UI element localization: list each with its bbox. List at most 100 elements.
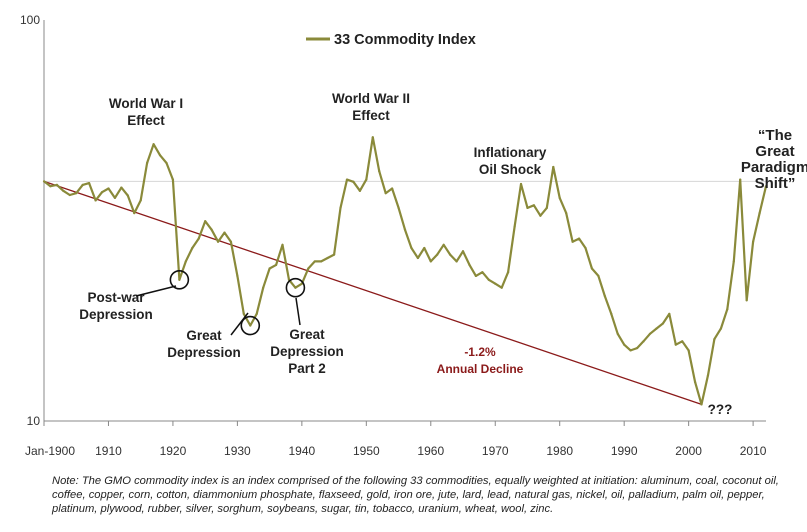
data-point: [468, 263, 471, 267]
data-point: [429, 260, 432, 263]
data-point: [365, 178, 368, 181]
annotation-great-depression: Great: [186, 328, 222, 343]
trend-line: [43, 180, 702, 406]
data-point: [204, 220, 207, 223]
annotation-oil-shock: Oil Shock: [479, 162, 542, 177]
data-point: [494, 282, 497, 285]
data-point: [262, 286, 265, 289]
data-point: [629, 349, 632, 352]
data-point: [610, 312, 613, 315]
x-tick-label: 1980: [546, 444, 573, 458]
annotation-oil-shock: Inflationary: [474, 145, 547, 160]
data-point: [552, 165, 555, 169]
data-point: [674, 343, 677, 346]
data-point: [519, 182, 523, 186]
data-point: [307, 267, 310, 270]
data-point: [223, 231, 226, 234]
data-point: [339, 206, 342, 209]
data-point: [146, 161, 149, 165]
axes: 100 10 Jan-1900 1910 1920 1930 1940 1950 1960 197…: [20, 13, 767, 458]
data-point: [197, 237, 200, 240]
data-point: [513, 225, 516, 228]
y-tick-label-100: 100: [20, 13, 40, 27]
data-point: [236, 274, 239, 278]
data-point: [410, 246, 413, 250]
data-point: [352, 180, 355, 183]
data-point: [294, 286, 297, 289]
data-point: [577, 237, 581, 240]
data-point: [616, 332, 619, 335]
data-point: [88, 181, 91, 185]
data-point: [507, 271, 510, 274]
x-tick-label: 1930: [224, 444, 251, 458]
annotation-ww1: Effect: [127, 113, 165, 128]
x-tick-label: 1990: [611, 444, 638, 458]
data-point: [668, 312, 671, 315]
data-point: [210, 228, 213, 231]
annotation-ww2: Effect: [352, 108, 390, 123]
annotation-great-depression-2: Depression: [270, 344, 344, 359]
data-point: [713, 338, 716, 341]
highlight-circle: [169, 269, 190, 290]
data-point: [274, 263, 278, 267]
annotation-ww1: World War I: [109, 96, 183, 111]
x-tick-label: 1950: [353, 444, 380, 458]
data-point: [558, 196, 561, 200]
annotation-decline-rate: -1.2%: [464, 345, 496, 359]
data-point: [171, 178, 175, 181]
data-point: [565, 211, 568, 215]
annotations: 33 Commodity Index World War I Effect World…: [79, 32, 807, 417]
data-point: [481, 271, 484, 274]
data-point: [455, 260, 458, 263]
data-point: [442, 243, 445, 246]
data-point: [623, 343, 626, 346]
data-point: [571, 240, 574, 243]
annotation-paradigm-shift: “The: [758, 127, 792, 144]
data-point: [100, 191, 104, 194]
x-tick-label: 1970: [482, 444, 509, 458]
data-point: [68, 193, 71, 197]
data-point: [191, 246, 194, 250]
annotation-great-depression-2: Great: [289, 327, 325, 342]
data-point: [635, 346, 639, 350]
data-point: [603, 294, 606, 298]
annotation-paradigm-shift: Paradigm: [741, 159, 807, 176]
pointer-great-depression-2: [295, 297, 301, 326]
annotation-great-depression: Depression: [167, 345, 241, 360]
data-point: [403, 228, 407, 231]
data-point: [739, 178, 742, 181]
data-point: [745, 299, 748, 302]
data-point: [75, 192, 78, 195]
data-point: [706, 374, 710, 377]
annotation-decline-label: Annual Decline: [437, 362, 524, 376]
data-point: [126, 194, 129, 197]
data-point: [358, 189, 361, 192]
data-point: [313, 260, 316, 263]
series-line-33-commodity-index: [43, 136, 768, 406]
data-point: [281, 243, 284, 246]
data-point: [62, 189, 65, 192]
data-point: [642, 340, 645, 343]
data-point: [526, 206, 529, 209]
data-point: [752, 240, 755, 243]
x-tick-label: 2010: [740, 444, 767, 458]
data-point: [700, 403, 703, 406]
data-point: [81, 183, 84, 186]
data-point: [242, 312, 245, 315]
data-point: [764, 185, 768, 188]
data-point: [758, 211, 761, 215]
data-point: [133, 211, 136, 215]
x-tick-label: 1940: [289, 444, 316, 458]
data-point: [423, 246, 426, 250]
pointer-great-depression: [230, 312, 249, 336]
data-point: [113, 196, 117, 200]
data-point: [719, 327, 722, 330]
data-point: [474, 274, 478, 278]
data-point: [49, 185, 52, 188]
data-point: [249, 324, 252, 327]
y-tick-label-10: 10: [27, 414, 41, 428]
pointer-postwar: [135, 285, 177, 297]
data-point: [332, 253, 336, 256]
data-point: [107, 187, 110, 190]
plot-area: [42, 136, 768, 406]
